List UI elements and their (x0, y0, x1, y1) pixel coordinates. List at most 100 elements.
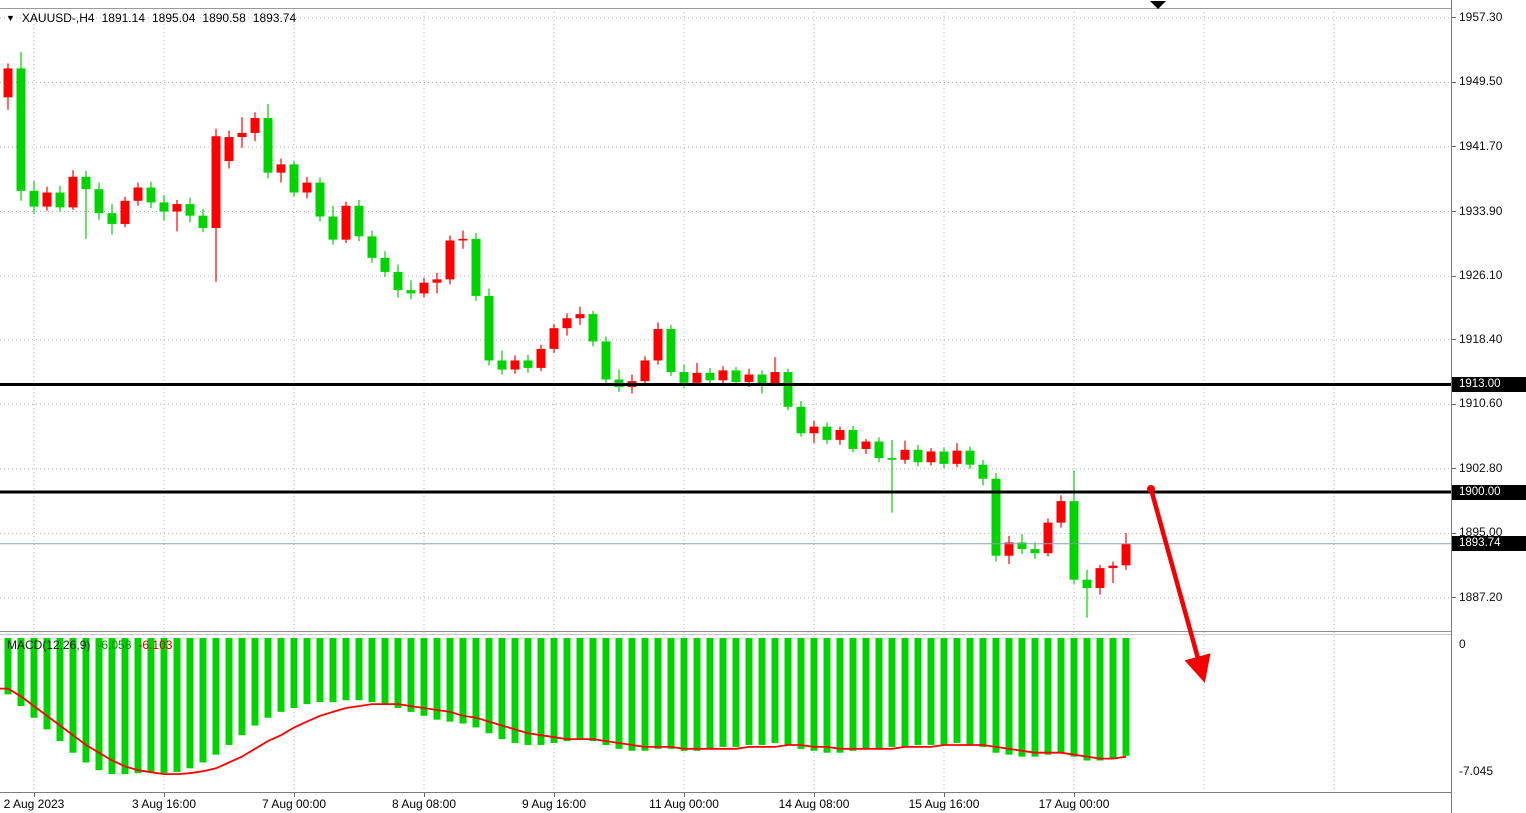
macd-bar (732, 638, 740, 747)
macd-bar (303, 638, 311, 705)
macd-bar (680, 638, 688, 751)
candle-body (822, 426, 832, 440)
candle-body (172, 204, 182, 212)
candle-body (887, 458, 897, 460)
price-axis[interactable]: 1957.30 1949.50 1941.70 1933.90 1926.10 1918.… (1451, 0, 1526, 813)
candle-body (133, 187, 143, 201)
chart-canvas[interactable] (0, 0, 1451, 792)
price-axis-tick (1452, 532, 1456, 534)
time-axis-label: 3 Aug 16:00 (131, 797, 197, 811)
macd-axis-zero-label: 0 (1459, 637, 1466, 651)
price-axis-label: 1949.50 (1459, 74, 1503, 89)
candle-body (575, 314, 585, 319)
time-axis-label: 17 Aug 00:00 (1038, 797, 1110, 811)
macd-bar (706, 638, 714, 749)
candle-body (1108, 565, 1118, 569)
candle-body (1017, 542, 1027, 550)
window-top-border (0, 8, 1526, 9)
macd-bar (667, 638, 675, 749)
macd-bar (329, 638, 337, 703)
macd-bar (82, 638, 90, 763)
macd-bar (485, 638, 493, 734)
candle-body (796, 406, 806, 434)
price-axis-tick (1452, 597, 1456, 599)
macd-bar (953, 638, 961, 744)
macd-bar (576, 638, 584, 740)
chart-shift-marker-icon[interactable] (1150, 1, 1166, 9)
candle-body (705, 372, 715, 381)
collapse-triangle-icon[interactable]: ▼ (6, 13, 15, 23)
macd-bar (17, 638, 25, 707)
macd-bar (446, 638, 454, 722)
macd-bar (589, 638, 597, 742)
candle-body (185, 204, 195, 216)
macd-bar (95, 638, 103, 771)
macd-value: -6.058 (97, 638, 132, 652)
candle-body (107, 213, 117, 224)
macd-bar (537, 638, 545, 745)
candle-body (1121, 543, 1131, 566)
time-axis-label: 9 Aug 16:00 (521, 797, 587, 811)
ohlc-high: 1895.04 (152, 11, 196, 25)
candle-body (406, 290, 416, 294)
price-axis-label: 1910.60 (1459, 396, 1503, 411)
candle-body (393, 271, 403, 291)
candle-body (1069, 501, 1079, 580)
macd-bar (901, 638, 909, 747)
candle-body (419, 282, 429, 294)
macd-bar (43, 638, 51, 730)
time-axis-tick (684, 793, 685, 797)
candle-body (562, 318, 572, 329)
candle-body (1056, 501, 1066, 523)
candle-body (276, 164, 286, 173)
time-axis-tick (294, 793, 295, 797)
candle-body (68, 176, 78, 208)
macd-bar (1070, 638, 1078, 757)
macd-axis-min-label: -7.045 (1459, 764, 1494, 778)
macd-bar (290, 638, 298, 709)
macd-bar (1031, 638, 1039, 757)
candle-body (237, 132, 247, 138)
current-price-tag: 1893.74 (1452, 536, 1526, 552)
price-axis-tick (1452, 468, 1456, 470)
price-axis-label: 1926.10 (1459, 268, 1503, 283)
candle-body (55, 192, 65, 208)
macd-bar (30, 638, 38, 718)
macd-bar (940, 638, 948, 745)
time-axis[interactable]: 2 Aug 2023 3 Aug 16:00 7 Aug 00:00 8 Aug 08… (0, 792, 1451, 813)
candle-body (601, 341, 611, 380)
candle-body (16, 68, 26, 191)
symbol-period-label: XAUUSD-,H4 (21, 11, 95, 25)
macd-bar (1018, 638, 1026, 757)
ohlc-low: 1890.58 (202, 11, 246, 25)
time-axis-label: 2 Aug 2023 (3, 797, 65, 811)
candle-body (666, 329, 676, 373)
candle-body (328, 216, 338, 240)
candle-body (1030, 549, 1040, 554)
macd-histogram (4, 638, 1130, 775)
candle-body (1043, 522, 1053, 554)
price-axis-label: 1918.40 (1459, 331, 1503, 346)
candle-body (757, 374, 767, 384)
time-axis-tick (554, 793, 555, 797)
macd-bar (1057, 638, 1065, 753)
price-axis-tick (1452, 275, 1456, 277)
price-axis-label: 1895.00 (1459, 525, 1503, 540)
macd-bar (771, 638, 779, 744)
candle-body (809, 426, 819, 434)
price-level-tag: 1900.00 (1452, 484, 1526, 500)
price-level-tag: 1913.00 (1452, 376, 1526, 392)
price-axis-label: 1941.70 (1459, 138, 1503, 153)
ohlc-open: 1891.14 (101, 11, 145, 25)
macd-bar (823, 638, 831, 753)
macd-bar (914, 638, 922, 745)
macd-bar (381, 638, 389, 705)
candle-body (211, 136, 221, 229)
price-axis-label: 1957.30 (1459, 9, 1503, 24)
candle-body (835, 429, 845, 440)
candle-body (81, 176, 91, 190)
candle-body (29, 190, 39, 207)
macd-bar (797, 638, 805, 749)
macd-bar (498, 638, 506, 740)
time-axis-tick (424, 793, 425, 797)
